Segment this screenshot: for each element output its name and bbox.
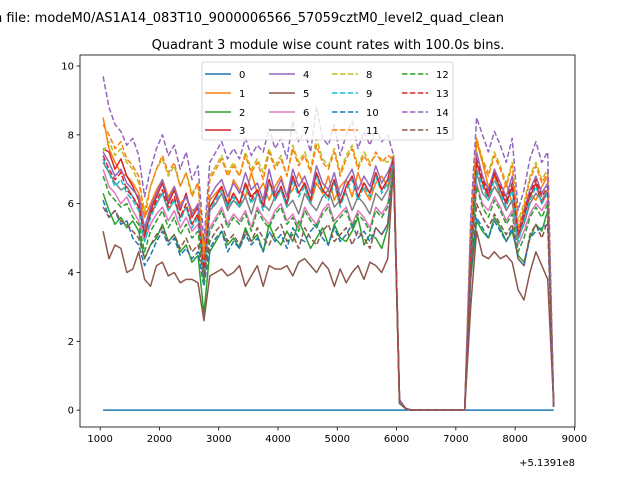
series-line-12 — [102, 168, 555, 411]
legend-box — [201, 61, 454, 141]
legend-label-15: 15 — [436, 126, 449, 137]
chart-title: Quadrant 3 module wise count rates with … — [152, 38, 505, 53]
legend-label-7: 7 — [303, 126, 309, 137]
series-line-15 — [102, 168, 555, 411]
y-tick-label: 10 — [61, 62, 74, 73]
series-line-14 — [102, 76, 555, 411]
legend-label-9: 9 — [366, 89, 372, 100]
legend-label-11: 11 — [366, 126, 379, 137]
x-tick-label: 3000 — [206, 434, 231, 445]
x-tick-label: 2000 — [147, 434, 172, 445]
x-tick-label: 4000 — [265, 434, 290, 445]
series-line-10 — [102, 165, 555, 411]
y-tick-label: 8 — [68, 130, 74, 141]
x-offset-label: +5.1391e8 — [519, 458, 575, 469]
legend-label-5: 5 — [303, 89, 309, 100]
legend-label-3: 3 — [239, 126, 245, 137]
series-line-5 — [102, 161, 555, 411]
y-tick-label: 6 — [68, 199, 74, 210]
x-axis: 1000 2000 3000 4000 5000 6000 7000 8000 9000 — [87, 427, 587, 445]
y-axis: 0 2 4 6 8 10 — [61, 62, 80, 417]
series-line-9 — [102, 158, 555, 411]
y-tick-label: 0 — [68, 406, 74, 417]
legend-label-13: 13 — [436, 89, 449, 100]
legend-label-12: 12 — [436, 70, 449, 81]
x-tick-label: 9000 — [562, 434, 587, 445]
x-tick-label: 6000 — [384, 434, 409, 445]
series-line-13 — [102, 155, 555, 411]
legend-label-8: 8 — [366, 70, 372, 81]
series-layer — [102, 76, 555, 411]
legend-label-4: 4 — [303, 70, 309, 81]
x-tick-label: 5000 — [325, 434, 350, 445]
legend-label-14: 14 — [436, 108, 449, 119]
figure-suptitle: n file: modeM0/AS1A14_083T10_9000006566_… — [0, 11, 504, 26]
y-tick-label: 4 — [68, 268, 74, 279]
legend-label-1: 1 — [239, 89, 245, 100]
legend-label-10: 10 — [366, 108, 379, 119]
x-tick-label: 8000 — [502, 434, 527, 445]
legend-label-2: 2 — [239, 108, 245, 119]
legend-label-6: 6 — [303, 108, 309, 119]
series-line-11 — [102, 124, 555, 411]
y-tick-label: 2 — [68, 337, 74, 348]
series-line-6 — [102, 168, 555, 411]
legend-label-0: 0 — [239, 70, 245, 81]
axes-frame — [79, 54, 576, 428]
x-tick-label: 1000 — [87, 434, 112, 445]
x-tick-label: 7000 — [443, 434, 468, 445]
